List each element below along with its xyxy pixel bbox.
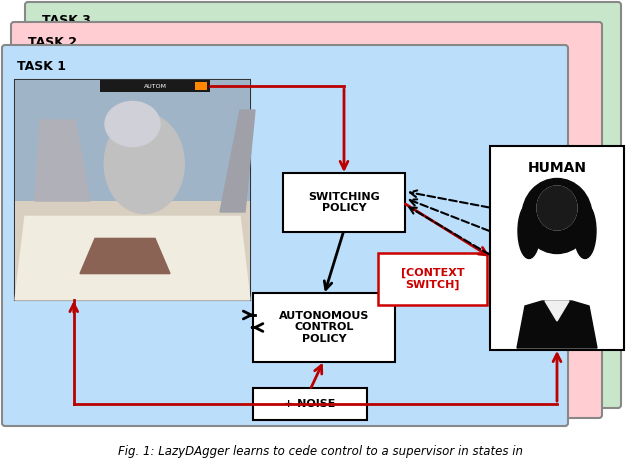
Polygon shape: [517, 301, 597, 348]
Bar: [15, 80, 250, 201]
Ellipse shape: [522, 179, 592, 254]
FancyBboxPatch shape: [11, 22, 602, 418]
Ellipse shape: [518, 204, 540, 258]
Ellipse shape: [531, 182, 583, 240]
Text: AUTOM: AUTOM: [143, 83, 166, 88]
FancyBboxPatch shape: [253, 388, 367, 420]
Text: AUTONOMOUS
CONTROL
POLICY: AUTONOMOUS CONTROL POLICY: [279, 311, 369, 344]
Text: SWITCHING
POLICY: SWITCHING POLICY: [308, 192, 380, 213]
Text: HUMAN: HUMAN: [527, 161, 586, 175]
Bar: [195, 82, 207, 90]
Text: Fig. 1: LazyDAgger learns to cede control to a supervisor in states in: Fig. 1: LazyDAgger learns to cede contro…: [118, 445, 522, 458]
Polygon shape: [545, 301, 569, 321]
FancyBboxPatch shape: [25, 2, 621, 408]
Text: TASK 1: TASK 1: [17, 60, 66, 73]
Text: TASK 2: TASK 2: [28, 37, 77, 50]
Polygon shape: [35, 120, 90, 201]
Polygon shape: [220, 110, 255, 212]
Ellipse shape: [537, 186, 577, 230]
Ellipse shape: [105, 101, 160, 146]
Polygon shape: [15, 216, 250, 300]
Text: TASK 3: TASK 3: [42, 14, 91, 27]
Bar: [100, 80, 210, 92]
Ellipse shape: [537, 186, 577, 230]
FancyBboxPatch shape: [490, 146, 624, 350]
Ellipse shape: [574, 204, 596, 258]
Text: + NOISE: + NOISE: [284, 399, 336, 409]
Bar: [15, 80, 250, 300]
FancyBboxPatch shape: [253, 293, 395, 362]
Bar: [15, 201, 250, 300]
FancyBboxPatch shape: [378, 253, 487, 305]
Text: [CONTEXT
SWITCH]: [CONTEXT SWITCH]: [401, 268, 464, 290]
FancyBboxPatch shape: [2, 45, 568, 426]
Polygon shape: [80, 238, 170, 274]
FancyBboxPatch shape: [283, 173, 405, 232]
Ellipse shape: [104, 113, 184, 213]
